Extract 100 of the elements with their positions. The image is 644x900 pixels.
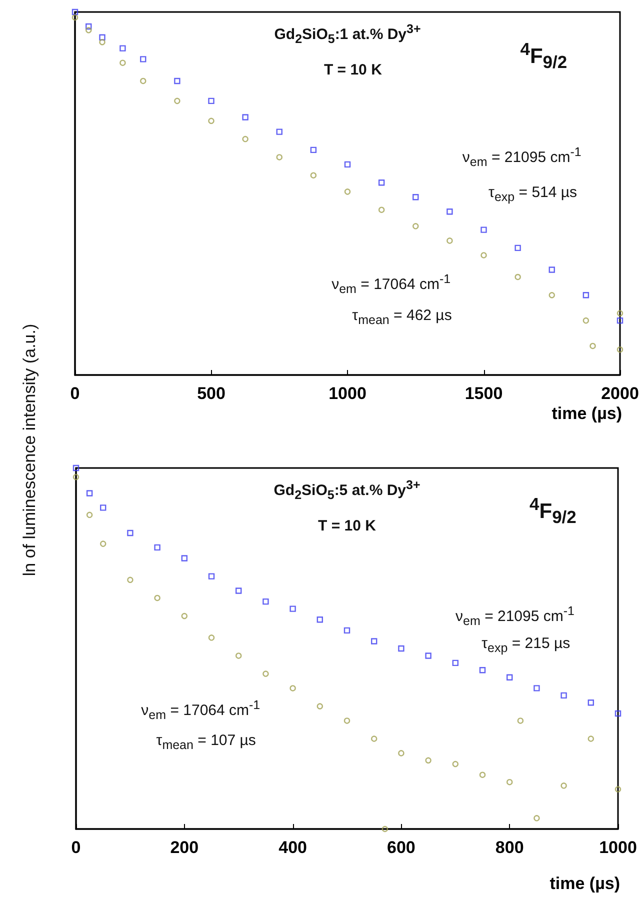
annotation: ν$_{em}$ = 17064 cm$^{-1}$	[141, 698, 260, 722]
point	[378, 206, 385, 213]
point	[479, 667, 486, 674]
point	[514, 244, 521, 252]
annotation: Gd$_{2}$SiO$_{5}$:1 at.% Dy$^{3+}$	[274, 22, 421, 46]
annotation: Gd$_{2}$SiO$_{5}$:5 at.% Dy$^{3+}$	[274, 478, 420, 502]
point	[590, 342, 596, 350]
point	[181, 612, 188, 620]
point	[514, 274, 521, 280]
point	[208, 634, 215, 641]
point	[616, 317, 624, 324]
point	[378, 180, 385, 186]
point	[262, 670, 269, 677]
point	[72, 474, 80, 480]
point	[236, 588, 242, 594]
point	[398, 750, 404, 756]
point	[310, 146, 317, 154]
point	[412, 194, 419, 200]
point	[290, 685, 296, 692]
x-tick-label: 600	[387, 838, 416, 857]
point	[614, 710, 622, 717]
annotation: τ$_{mean}$ = 107 µs	[156, 732, 256, 752]
point	[344, 161, 351, 168]
x-tick-label: 1500	[464, 384, 503, 403]
point	[236, 652, 242, 659]
annotation: ν$_{em}$ = 21095 cm$^{-1}$	[456, 604, 574, 628]
point	[174, 98, 180, 104]
point	[425, 652, 432, 659]
point	[506, 778, 513, 786]
point	[425, 757, 432, 764]
point	[616, 346, 624, 353]
point	[344, 627, 350, 634]
point	[127, 576, 134, 584]
point	[262, 598, 269, 605]
point	[548, 266, 555, 273]
point	[382, 826, 388, 832]
point	[614, 786, 622, 792]
point	[371, 736, 378, 742]
point	[412, 223, 419, 230]
point	[242, 114, 248, 120]
point	[100, 504, 106, 511]
x-tick-label: 0	[71, 838, 81, 857]
y-axis-title: ln of luminescence intensity (a.u.)	[20, 324, 40, 576]
point	[588, 700, 594, 706]
point	[127, 530, 134, 536]
x-tick-label: 1000	[599, 838, 637, 857]
point	[120, 60, 126, 66]
point	[616, 310, 624, 316]
point	[208, 98, 214, 104]
point	[316, 616, 323, 623]
point	[344, 188, 351, 195]
point	[371, 638, 378, 644]
point	[99, 39, 106, 46]
x-tick-label: 200	[170, 838, 199, 857]
point	[480, 226, 487, 233]
point	[86, 27, 92, 34]
point	[140, 78, 146, 84]
annotation: T = 10 K	[318, 517, 376, 534]
x-tick-label: 2000	[601, 384, 639, 403]
point	[446, 238, 453, 244]
point	[140, 56, 146, 62]
point	[452, 760, 458, 768]
point	[588, 736, 594, 742]
x-tick-label: 1000	[328, 384, 366, 403]
point	[276, 128, 282, 135]
x-tick-label: 800	[495, 838, 524, 857]
annotation: $^{4}$F$_{9/2}$	[520, 38, 568, 73]
point	[534, 685, 540, 692]
x-tick-label: 500	[197, 384, 226, 403]
point	[582, 317, 590, 324]
point	[479, 772, 486, 778]
point	[174, 78, 180, 84]
annotation: $^{4}$F$_{9/2}$	[530, 494, 576, 528]
point	[86, 512, 93, 518]
point	[208, 573, 215, 580]
point	[582, 292, 590, 298]
point	[310, 172, 317, 178]
point	[99, 34, 106, 41]
point	[242, 136, 248, 142]
point	[290, 606, 296, 612]
point	[154, 544, 160, 551]
point	[548, 292, 555, 298]
point	[154, 594, 160, 602]
point	[398, 645, 404, 652]
annotation: T = 10 K	[324, 62, 382, 79]
annotation: ν$_{em}$ = 21095 cm$^{-1}$	[462, 145, 582, 170]
point	[100, 540, 106, 547]
point	[72, 8, 78, 16]
point	[316, 703, 323, 710]
point	[480, 252, 487, 258]
point	[181, 555, 188, 562]
point	[344, 718, 350, 724]
point	[446, 208, 453, 215]
point	[86, 490, 93, 496]
point	[452, 660, 458, 666]
point	[560, 782, 567, 789]
x-axis-title: time (µs)	[552, 404, 622, 424]
x-tick-label: 400	[278, 838, 307, 857]
annotation: ν$_{em}$ = 17064 cm$^{-1}$	[332, 272, 451, 296]
point	[560, 692, 567, 699]
